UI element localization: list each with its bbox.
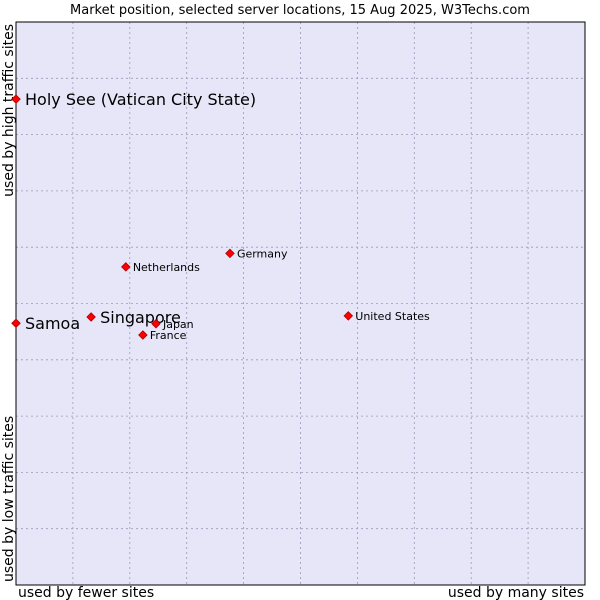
point-marker [121,262,131,272]
point-label: Holy See (Vatican City State) [25,90,256,109]
point-label: Singapore [100,308,181,327]
point-label: France [150,329,187,342]
chart-title: Market position, selected server locatio… [70,3,530,18]
point-marker [151,319,161,329]
data-points: Holy See (Vatican City State) Samoa Singap… [11,90,430,342]
point-marker [138,330,148,340]
data-point: Samoa [11,314,80,333]
data-point: United States [343,310,430,323]
y-axis-label-high: used by high traffic sites [1,24,17,197]
plot-frame [15,21,586,586]
point-label: United States [355,310,430,323]
data-point: Netherlands [121,261,200,274]
point-label: Samoa [25,314,80,333]
point-label: Netherlands [133,261,200,274]
point-label: Germany [237,247,288,260]
data-point: Germany [225,247,288,260]
x-axis-label-low: used by fewer sites [18,585,154,600]
point-marker [11,94,21,104]
data-point: Holy See (Vatican City State) [11,90,256,109]
point-marker [86,312,96,322]
point-marker [343,311,354,321]
point-marker [225,248,235,259]
grid [16,22,585,585]
data-point: Singapore [86,308,181,327]
data-point: Japan [151,318,194,331]
x-axis-label-high: used by many sites [448,585,584,600]
data-point: France [138,329,187,342]
y-axis-label-low: used by low traffic sites [1,416,17,582]
point-marker [11,318,21,328]
point-label: Japan [162,318,194,331]
